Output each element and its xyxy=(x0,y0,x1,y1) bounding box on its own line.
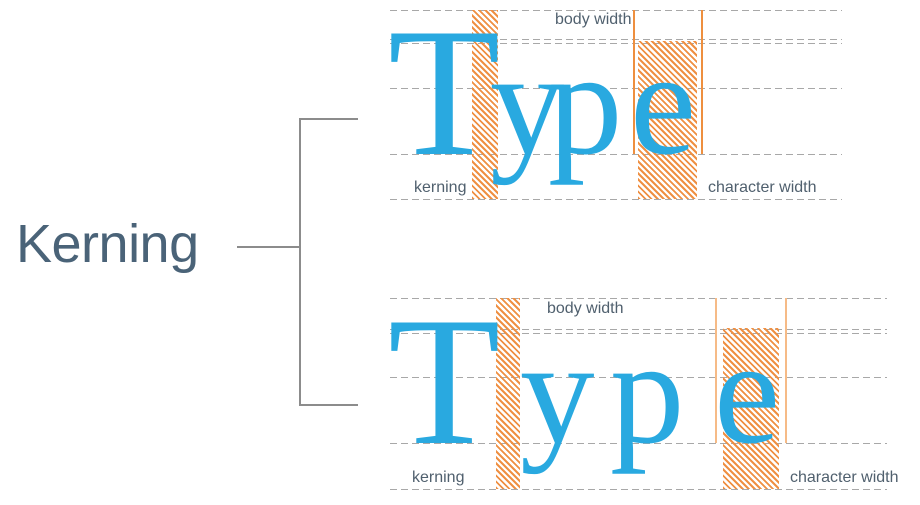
bracket-top-arm-line xyxy=(299,118,358,120)
glyph-e: e xyxy=(714,310,781,475)
glyph-T: T xyxy=(388,279,501,483)
body-width-marker-right xyxy=(701,10,703,154)
body-width-label: body width xyxy=(555,11,632,28)
glyph-T: T xyxy=(388,0,501,194)
baseline-guide xyxy=(390,443,887,444)
body-width-marker-left xyxy=(715,298,717,443)
body-width-marker-left xyxy=(633,10,635,154)
bracket-connector-line xyxy=(237,246,300,248)
baseline-guide xyxy=(390,154,842,155)
ascender-guide xyxy=(390,329,887,330)
ascender-guide xyxy=(390,39,842,40)
character-width-hatch xyxy=(638,41,697,199)
character-width-hatch xyxy=(723,328,779,489)
body-width-marker-right xyxy=(785,298,787,443)
kerning-label: kerning xyxy=(412,469,465,486)
kerning-hatch xyxy=(472,10,498,199)
cap-height-guide xyxy=(390,333,887,334)
cap-height-guide xyxy=(390,43,842,44)
body-width-label: body width xyxy=(547,300,624,317)
body-top-guide xyxy=(390,298,887,299)
character-width-label: character width xyxy=(790,469,899,486)
x-height-guide xyxy=(390,88,842,89)
glyph-p: p xyxy=(610,310,685,475)
bracket-bottom-arm-line xyxy=(299,404,358,406)
kerning-label: kerning xyxy=(414,179,467,196)
glyph-e: e xyxy=(630,21,697,186)
body-top-guide xyxy=(390,10,842,11)
glyph-y: y xyxy=(520,310,595,475)
page-title: Kerning xyxy=(16,214,199,274)
glyph-p: p xyxy=(548,21,623,186)
descender-guide xyxy=(390,489,887,490)
bracket-stem-line xyxy=(299,118,301,406)
kerning-hatch xyxy=(496,298,520,489)
glyph-y: y xyxy=(490,21,565,186)
character-width-label: character width xyxy=(708,179,817,196)
x-height-guide xyxy=(390,377,887,378)
descender-guide xyxy=(390,199,842,200)
